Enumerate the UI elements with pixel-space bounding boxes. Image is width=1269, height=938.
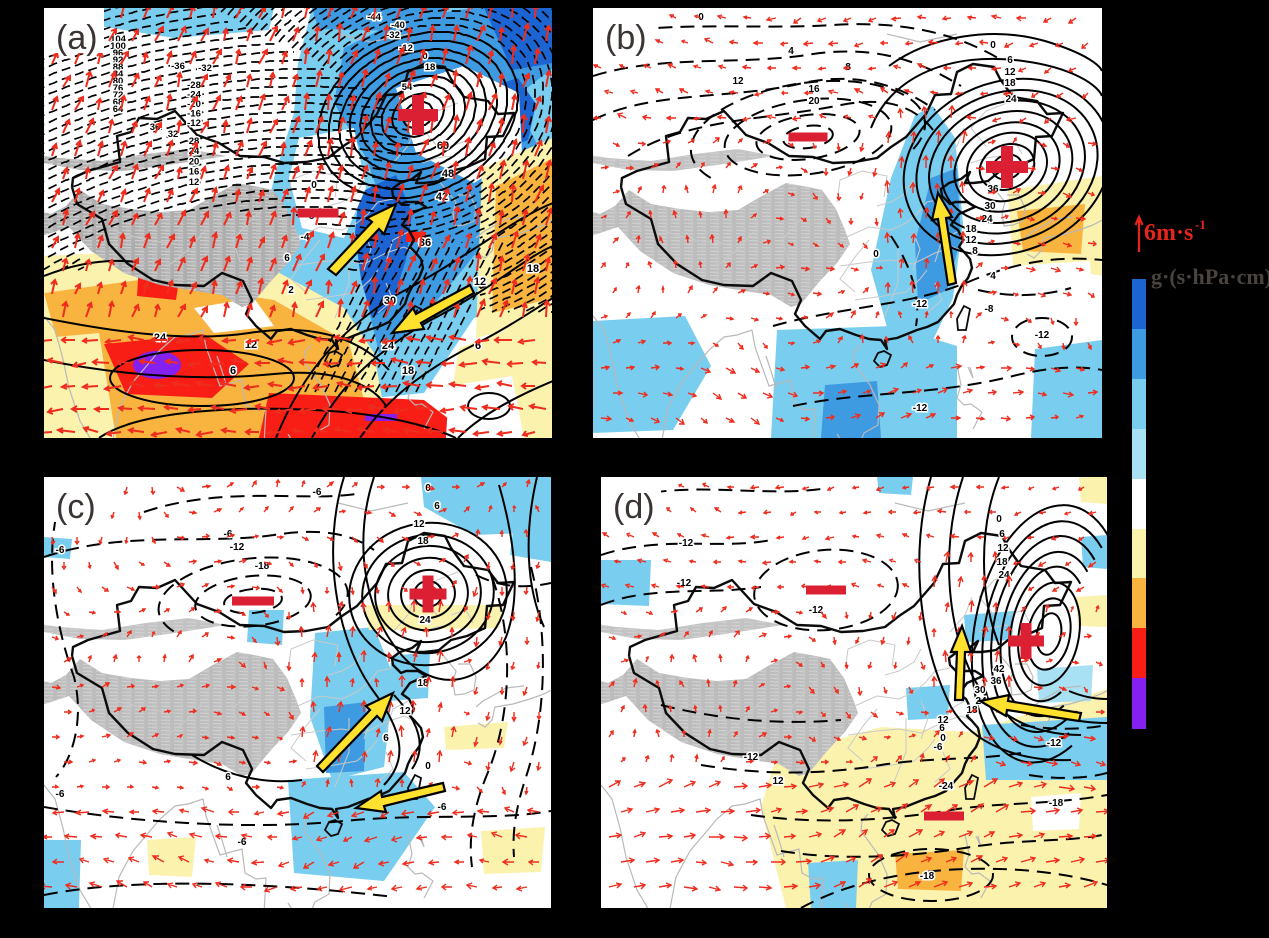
svg-text:-24: -24 [939,781,954,792]
svg-text:80: 80 [113,76,124,87]
svg-text:0: 0 [425,761,431,772]
svg-text:-6: -6 [56,545,65,556]
svg-text:20: 20 [189,156,200,167]
svg-text:6: 6 [475,340,481,352]
svg-text:-32: -32 [198,63,212,74]
svg-text:8: 8 [972,246,978,257]
svg-text:76: 76 [113,83,124,94]
svg-text:(d): (d) [613,488,655,526]
svg-text:12: 12 [732,76,744,87]
svg-text:-28: -28 [187,80,201,91]
svg-text:18: 18 [996,557,1008,568]
svg-text:-12: -12 [913,403,928,414]
svg-text:24: 24 [981,214,993,225]
svg-text:18: 18 [1004,78,1016,89]
svg-text:6: 6 [225,772,231,783]
svg-text:0: 0 [996,514,1002,525]
svg-text:6: 6 [383,733,389,744]
svg-text:-32: -32 [386,30,400,41]
svg-text:6m·s: 6m·s [1144,220,1193,246]
svg-text:-6: -6 [224,529,233,540]
svg-text:12: 12 [189,177,200,188]
svg-text:-12: -12 [809,605,824,616]
svg-text:-18: -18 [920,871,935,882]
svg-text:6: 6 [284,253,290,264]
svg-text:4: 4 [788,46,794,57]
svg-text:-18: -18 [1049,798,1064,809]
svg-text:30: 30 [974,685,986,696]
svg-text:-6: -6 [56,789,65,800]
svg-text:18: 18 [402,365,414,377]
svg-text:(c): (c) [56,488,96,526]
svg-text:18: 18 [966,705,978,716]
svg-text:18: 18 [417,536,429,547]
svg-text:48: 48 [442,168,454,180]
svg-text:54: 54 [402,82,413,93]
svg-text:20: 20 [808,96,820,107]
svg-text:12: 12 [965,235,977,246]
svg-text:12: 12 [399,706,411,717]
svg-text:-12: -12 [744,752,759,763]
svg-text:0: 0 [940,733,946,744]
svg-text:(b): (b) [605,19,647,57]
svg-text:0: 0 [422,51,427,62]
svg-text:96: 96 [113,48,124,59]
svg-text:104: 104 [110,34,127,45]
svg-text:-12: -12 [230,542,245,553]
svg-text:6: 6 [1007,55,1013,66]
svg-text:-36: -36 [171,61,185,72]
svg-text:-1: -1 [1195,217,1206,232]
svg-text:0: 0 [698,12,704,23]
svg-text:0: 0 [425,483,431,494]
svg-text:18: 18 [965,224,977,235]
svg-text:-12: -12 [1035,330,1050,341]
svg-text:24: 24 [998,570,1010,581]
svg-text:12: 12 [937,715,949,726]
svg-text:-12: -12 [187,118,201,129]
svg-text:12: 12 [997,543,1009,554]
svg-text:12: 12 [772,776,784,787]
svg-text:-24: -24 [187,90,201,101]
svg-text:(a): (a) [56,19,98,57]
svg-text:-8: -8 [985,304,994,315]
svg-text:0: 0 [873,249,879,260]
svg-text:12: 12 [1004,67,1016,78]
svg-text:-16: -16 [187,109,201,120]
svg-text:36: 36 [990,676,1002,687]
svg-text:6: 6 [230,365,236,377]
svg-text:0: 0 [311,180,317,191]
svg-text:100: 100 [110,41,126,52]
svg-text:0: 0 [990,40,996,51]
svg-text:12: 12 [474,276,486,288]
svg-text:24: 24 [419,615,431,626]
svg-text:-6: -6 [313,487,322,498]
svg-text:18: 18 [527,263,539,275]
svg-text:-40: -40 [391,20,405,31]
svg-text:42: 42 [993,664,1005,675]
svg-text:-12: -12 [1047,738,1062,749]
svg-text:6: 6 [434,501,440,512]
svg-text:16: 16 [189,167,200,178]
svg-text:-12: -12 [679,538,694,549]
svg-text:30: 30 [984,201,996,212]
svg-text:-12: -12 [913,299,928,310]
svg-text:-6: -6 [934,742,943,753]
svg-text:2: 2 [288,285,294,296]
svg-text:18: 18 [425,62,436,73]
svg-text:32: 32 [168,129,179,140]
svg-text:12: 12 [413,519,425,530]
svg-text:-6: -6 [438,802,447,813]
svg-text:4: 4 [990,271,996,282]
svg-text:6: 6 [939,723,945,734]
svg-text:6: 6 [999,529,1005,540]
